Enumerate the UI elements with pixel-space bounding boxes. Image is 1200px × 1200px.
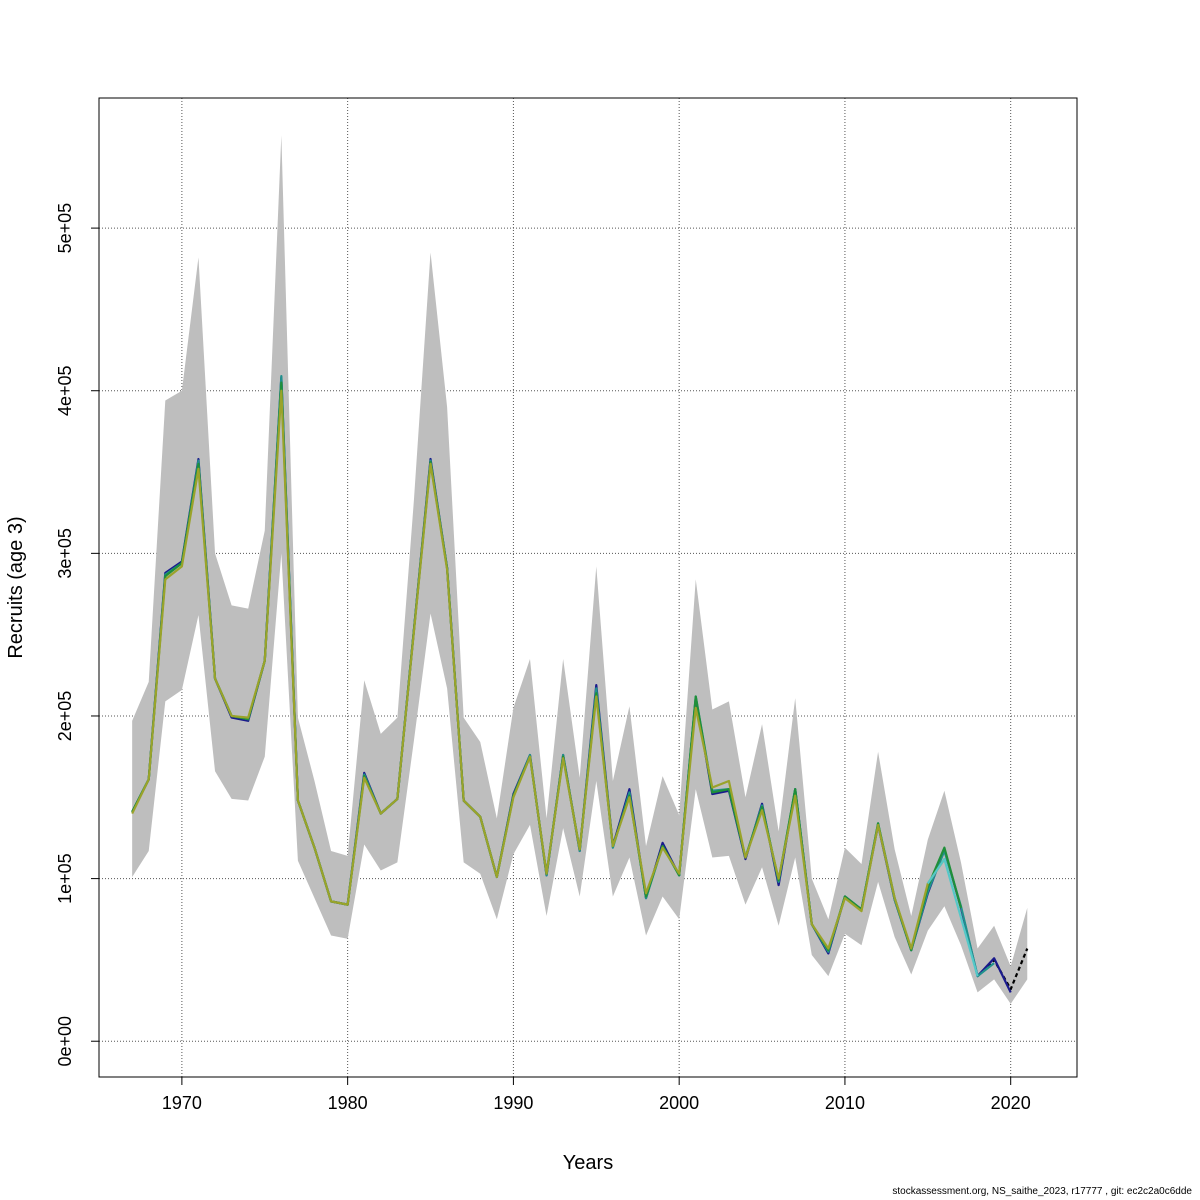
y-tick-label: 4e+05 [55, 365, 75, 416]
x-tick-label: 1970 [162, 1093, 202, 1113]
x-axis-title: Years [563, 1152, 613, 1174]
x-tick-label: 2020 [991, 1093, 1031, 1113]
confidence-band-area [132, 135, 1028, 1004]
y-tick-label: 1e+05 [55, 853, 75, 904]
y-tick-label: 3e+05 [55, 528, 75, 579]
series-lines [131, 374, 1029, 993]
grid-lines [99, 98, 1077, 1077]
x-tick-label: 1980 [328, 1093, 368, 1113]
plot-frame [98, 97, 1078, 1078]
y-axis-title: Recruits (age 3) [5, 516, 27, 658]
x-tick-label: 2010 [825, 1093, 865, 1113]
y-tick-label: 2e+05 [55, 691, 75, 742]
y-axis: 0e+00 1e+05 2e+05 3e+05 4e+05 5e+05 [55, 203, 99, 1067]
x-tick-label: 1990 [493, 1093, 533, 1113]
x-tick-label: 2000 [659, 1093, 699, 1113]
y-tick-label: 0e+00 [55, 1016, 75, 1067]
series-line [976, 948, 1029, 991]
confidence-band [132, 135, 1028, 1004]
footer-credit: stockassessment.org, NS_saithe_2023, r17… [892, 1186, 1192, 1197]
x-axis: 1970 1980 1990 2000 2010 2020 [162, 1077, 1031, 1113]
y-tick-label: 5e+05 [55, 203, 75, 254]
series-line [926, 857, 979, 977]
series-line [131, 389, 946, 950]
